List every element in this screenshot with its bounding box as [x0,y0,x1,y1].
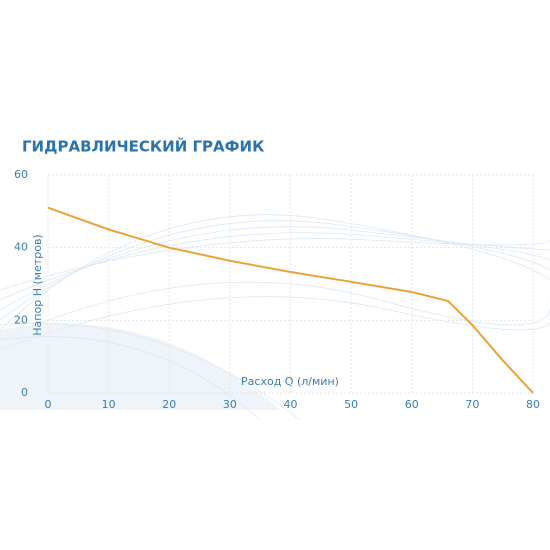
background-decoration [0,214,550,421]
y-tick-label: 40 [14,241,28,254]
x-tick-label: 80 [526,398,540,411]
y-tick-label: 0 [21,386,28,399]
y-axis-label: Напор Н (метров) [31,234,44,335]
x-tick-label: 0 [45,398,52,411]
chart-title: ГИДРАВЛИЧЕСКИЙ ГРАФИК [22,137,265,156]
x-tick-label: 30 [223,398,237,411]
x-axis-label: Расход Q (л/мин) [241,375,339,388]
line [47,206,534,394]
x-tick-label: 40 [284,398,298,411]
y-tick-label: 20 [14,313,28,326]
x-tick-label: 50 [344,398,358,411]
x-tick-label: 10 [102,398,116,411]
y-tick-label: 60 [14,168,28,181]
x-tick-label: 70 [465,398,479,411]
x-tick-label: 60 [405,398,419,411]
x-tick-label: 20 [162,398,176,411]
